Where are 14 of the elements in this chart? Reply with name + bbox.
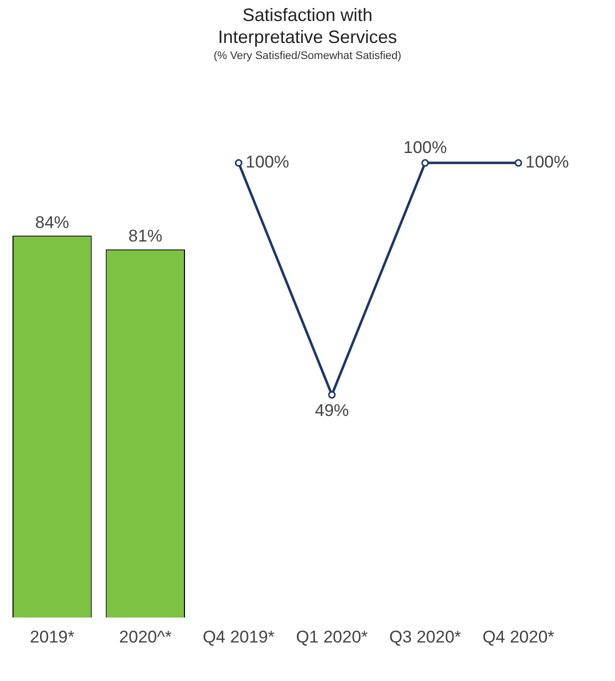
x-tick-label: 2020^* bbox=[119, 627, 172, 646]
x-tick-label: 2019* bbox=[30, 627, 75, 646]
x-tick-label: Q4 2019* bbox=[202, 627, 275, 646]
x-tick-label: Q4 2020* bbox=[482, 627, 555, 646]
chart-subtitle: (% Very Satisfied/Somewhat Satisfied) bbox=[212, 50, 402, 62]
x-tick-label: Q3 2020* bbox=[389, 627, 462, 646]
data-label: 49% bbox=[314, 401, 349, 420]
chart-title: Satisfaction with Interpretative Services bbox=[216, 4, 398, 48]
data-label: 100% bbox=[525, 152, 569, 172]
data-label: 81% bbox=[128, 226, 162, 246]
x-tick-label: Q1 2020* bbox=[296, 627, 368, 646]
data-label: 100% bbox=[246, 152, 290, 172]
data-label: 84% bbox=[35, 212, 70, 232]
data-label: 100% bbox=[403, 138, 447, 158]
